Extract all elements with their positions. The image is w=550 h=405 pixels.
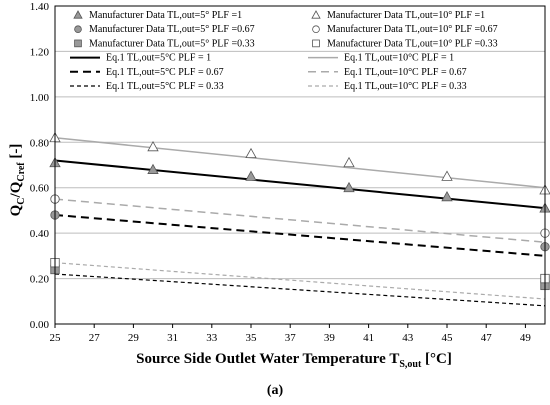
legend-label: Manufacturer Data TL,out=10° PLF =0.67 [327, 24, 498, 35]
x-tick-label: 41 [363, 332, 374, 344]
grid-lines [55, 50, 545, 280]
x-tick-label: 39 [324, 332, 336, 344]
y-axis-title-unit: [-] [8, 144, 24, 163]
series-line [54, 273, 546, 307]
x-tick-label: 25 [50, 332, 62, 344]
series-line [54, 159, 546, 210]
plot-frame [54, 5, 546, 325]
legend-marker [312, 39, 320, 48]
x-tick-labels: 25 27 29 31 33 35 37 39 41 43 45 47 49 [50, 324, 532, 344]
y-tick-label: 0.80 [30, 137, 50, 149]
legend-marker [74, 25, 82, 34]
x-axis-title-sub: S,out [399, 359, 422, 370]
plot-area [49, 131, 550, 307]
x-axis-title-unit: [°C] [421, 351, 452, 367]
legend-label: Eq.1 TL,out=10°C PLF = 0.33 [344, 81, 467, 92]
legend-marker [73, 10, 83, 19]
x-axis-title: Source Side Outlet Water Temperature TS,… [136, 351, 452, 370]
data-point [245, 147, 257, 159]
y-axis-title-main: Q [8, 204, 24, 216]
x-tick-label: 33 [206, 332, 218, 344]
x-tick-label: 35 [246, 332, 258, 344]
y-axis-title: QC/QCref [-] [8, 144, 27, 217]
x-tick-label: 37 [285, 332, 297, 344]
x-tick-label: 49 [520, 332, 532, 344]
legend-label: Eq.1 TL,out=10°C PLF = 1 [344, 53, 454, 64]
x-tick-label: 31 [167, 332, 178, 344]
y-axis-title-sub2: Cref [16, 162, 27, 182]
legend-marker [312, 25, 320, 34]
data-point [343, 156, 355, 168]
data-point [441, 190, 453, 202]
data-point [147, 141, 159, 152]
y-tick-label: 1.00 [30, 92, 50, 104]
y-axis-title-sub1: C [16, 197, 27, 204]
legend-marker [311, 10, 321, 19]
y-tick-label: 1.20 [30, 46, 50, 58]
y-tick-label: 0.60 [30, 183, 50, 195]
x-axis-title-main: Source Side Outlet Water Temperature T [136, 351, 399, 367]
y-tick-label: 0.00 [30, 319, 50, 331]
series-line [54, 198, 546, 243]
y-axis-title-mid: /Q [8, 181, 24, 198]
x-tick-label: 27 [89, 332, 101, 344]
legend-label: Manufacturer Data TL,out=5° PLF =1 [89, 10, 242, 21]
x-tick-label: 45 [442, 332, 454, 344]
series-line [54, 136, 546, 189]
y-tick-label: 0.20 [30, 274, 50, 286]
y-tick-label: 1.40 [30, 1, 50, 13]
x-tick-label: 43 [402, 332, 414, 344]
legend-label: Manufacturer Data TL,out=5° PLF =0.67 [89, 24, 255, 35]
legend-label: Manufacturer Data TL,out=10° PLF =0.33 [327, 38, 498, 49]
legend-label: Eq.1 TL,out=5°C PLF = 0.33 [106, 81, 224, 92]
legend-label: Manufacturer Data TL,out=10° PLF =1 [327, 10, 485, 21]
legend-label: Manufacturer Data TL,out=5° PLF =0.33 [89, 38, 255, 49]
series-line [54, 262, 546, 300]
y-tick-labels: 0.00 0.20 0.40 0.60 0.80 1.00 1.20 1.40 [30, 1, 50, 331]
data-point [441, 170, 453, 181]
legend-label: Eq.1 TL,out=5°C PLF = 1 [106, 53, 211, 64]
series-line [54, 213, 546, 257]
legend-label: Eq.1 TL,out=10°C PLF = 0.67 [344, 67, 467, 78]
y-tick-label: 0.40 [30, 228, 50, 240]
x-tick-label: 29 [128, 332, 140, 344]
x-tick-label: 47 [481, 332, 493, 344]
data-point [147, 163, 159, 174]
figure-caption: (a) [267, 383, 284, 398]
data-point [245, 170, 257, 181]
data-point [343, 181, 355, 193]
legend: Manufacturer Data TL,out=5° PLF =1 Manufa… [70, 10, 498, 92]
legend-marker [74, 39, 82, 48]
legend-label: Eq.1 TL,out=5°C PLF = 0.67 [106, 67, 224, 78]
